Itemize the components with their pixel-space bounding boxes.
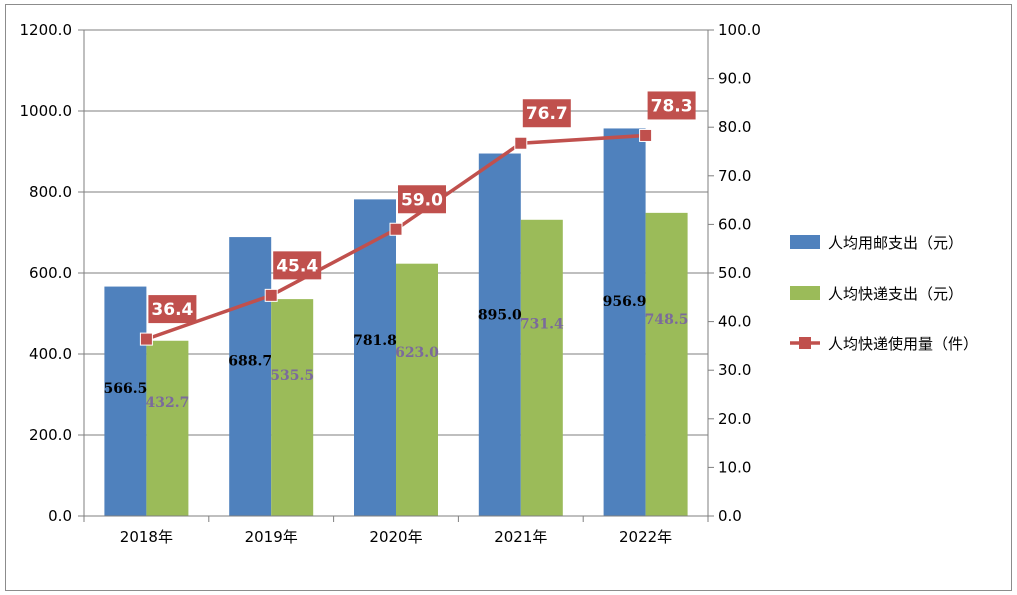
express-usage-marker [514, 136, 528, 150]
right-tick-label: 0.0 [718, 507, 742, 525]
left-tick-label: 200.0 [29, 426, 72, 444]
right-tick-label: 40.0 [718, 313, 751, 331]
express-usage-marker [264, 288, 278, 302]
postal-spending-bar [478, 153, 521, 516]
postal-spending-label: 688.7 [228, 354, 272, 370]
express-spending-bar [520, 219, 563, 516]
legend-label: 人均用邮支出（元） [828, 234, 963, 252]
legend-swatch [790, 286, 820, 300]
express-spending-label: 535.5 [270, 368, 314, 384]
express-usage-marker [139, 332, 153, 346]
right-tick-label: 100.0 [718, 21, 761, 39]
express-usage-marker [639, 128, 653, 142]
express-usage-label: 45.4 [276, 256, 318, 276]
express-spending-label: 432.7 [145, 395, 189, 411]
x-tick-label: 2021年 [494, 528, 547, 546]
legend-label: 人均快递使用量（件） [828, 335, 978, 353]
right-tick-label: 50.0 [718, 264, 751, 282]
right-tick-label: 70.0 [718, 167, 751, 185]
express-spending-bar [396, 263, 438, 516]
legend-label: 人均快递支出（元） [828, 285, 963, 303]
left-tick-label: 800.0 [29, 183, 72, 201]
postal-spending-bar [104, 286, 147, 516]
express-spending-label: 623.0 [395, 345, 439, 361]
legend-marker-swatch [799, 337, 811, 349]
x-tick-label: 2019年 [245, 528, 298, 546]
right-tick-label: 20.0 [718, 410, 751, 428]
express-spending-bar [146, 340, 189, 516]
x-tick-label: 2020年 [369, 528, 422, 546]
right-tick-label: 60.0 [718, 215, 751, 233]
x-tick-label: 2018年 [120, 528, 173, 546]
left-tick-label: 600.0 [29, 264, 72, 282]
right-tick-label: 80.0 [718, 118, 751, 136]
express-usage-label-box [398, 185, 446, 214]
postal-spending-bar [603, 128, 646, 516]
express-usage-label: 59.0 [401, 190, 443, 210]
x-tick-label: 2022年 [619, 528, 672, 546]
postal-spending-bar [354, 199, 396, 516]
express-spending-label: 731.4 [520, 316, 564, 332]
left-tick-label: 0.0 [48, 507, 72, 525]
express-spending-bar [271, 299, 314, 516]
express-usage-label: 78.3 [651, 96, 693, 116]
left-tick-label: 1000.0 [20, 102, 73, 120]
right-tick-label: 90.0 [718, 70, 751, 88]
postal-spending-label: 781.8 [353, 333, 397, 349]
left-tick-label: 1200.0 [20, 21, 73, 39]
left-tick-label: 400.0 [29, 345, 72, 363]
postal-spending-label: 566.5 [103, 381, 147, 397]
express-usage-label-box [148, 295, 197, 324]
express-spending-label: 748.5 [645, 312, 689, 328]
postal-spending-label: 895.0 [478, 308, 522, 324]
right-tick-label: 30.0 [718, 361, 751, 379]
express-usage-label-box [273, 251, 322, 280]
legend-swatch [790, 235, 820, 249]
right-tick-label: 10.0 [718, 458, 751, 476]
express-usage-label-box [522, 99, 571, 128]
express-spending-bar [645, 212, 688, 517]
express-usage-label: 36.4 [151, 300, 193, 320]
express-usage-marker [389, 222, 403, 236]
postal-spending-label: 956.9 [603, 294, 647, 310]
express-usage-label: 76.7 [526, 104, 568, 124]
express-usage-label-box [647, 91, 696, 120]
chart-frame [5, 4, 1012, 591]
postal-spending-bar [229, 237, 272, 517]
